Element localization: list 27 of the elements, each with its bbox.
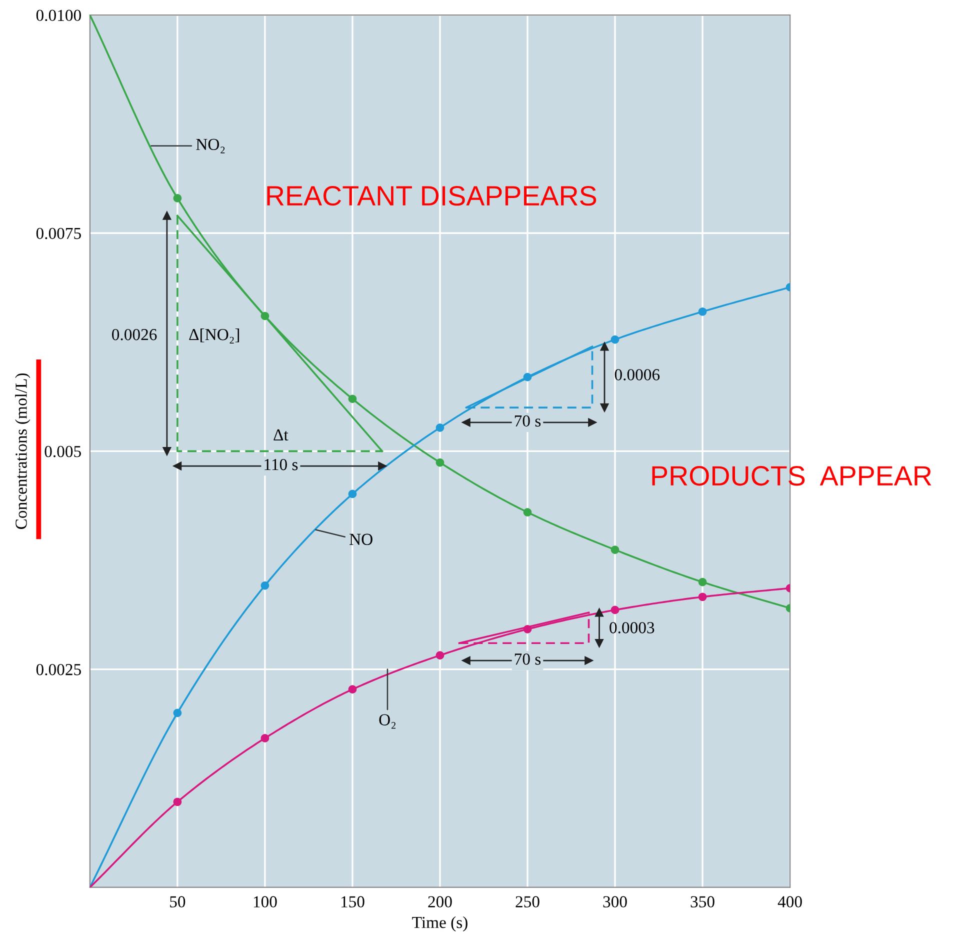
annotation: REACTANT DISAPPEARS (267, 186, 596, 206)
annotation: 0.0003 (610, 622, 654, 634)
x-tick-label: 100 (254, 896, 277, 908)
x-tick-label: 200 (428, 896, 452, 908)
x-tick-label: 150 (341, 896, 364, 908)
annotation: Δ[NO₂] (189, 328, 240, 344)
x-tick-label: 50 (170, 896, 186, 908)
annotation: NO₂ (196, 138, 225, 154)
annotation: NO (350, 534, 372, 545)
annotation: PRODUCTS APPEAR (652, 466, 932, 486)
y-axis-title: Concentrations (mol/L) (15, 373, 30, 529)
annotation: 0.0006 (614, 369, 660, 380)
annotation: Δt (274, 429, 288, 441)
annotation: 70 s (514, 653, 541, 665)
x-tick-label: 300 (603, 896, 627, 908)
y-tick-label: 0.0100 (36, 10, 81, 22)
annotation: O₂ (379, 714, 396, 729)
annotation: 70 s (514, 415, 541, 427)
x-tick-label: 350 (690, 896, 714, 908)
x-tick-label: 400 (778, 896, 802, 908)
annotation: 110 s (264, 458, 298, 470)
y-tick-label: 0.005 (44, 446, 81, 458)
y-tick-label: 0.0025 (36, 664, 81, 676)
annotation: 0.0026 (112, 328, 157, 340)
x-axis-title: Time (s) (412, 916, 468, 932)
x-tick-label: 250 (516, 896, 540, 908)
y-tick-label: 0.0075 (36, 228, 81, 240)
